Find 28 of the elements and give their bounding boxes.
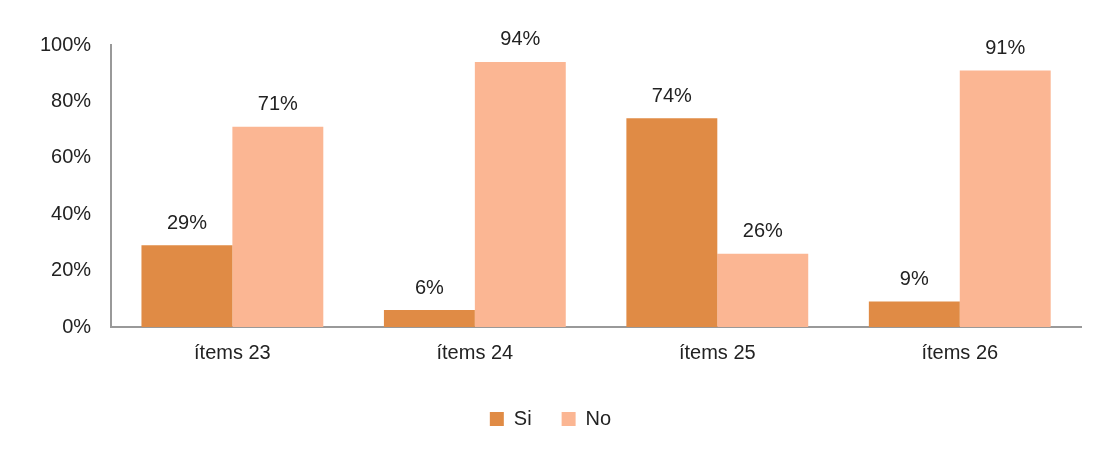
- y-tick-label: 60%: [51, 145, 92, 168]
- legend-label: Si: [513, 406, 532, 429]
- data-label: 9%: [899, 267, 929, 290]
- data-label: 71%: [257, 92, 299, 115]
- x-tick-label: ítems 25: [678, 340, 756, 363]
- bar: [141, 245, 233, 327]
- y-tick-label: 80%: [51, 88, 92, 111]
- x-tick-label: ítems 23: [194, 340, 271, 363]
- data-label: 91%: [985, 35, 1026, 58]
- bar: [868, 301, 960, 327]
- data-label: 74%: [651, 83, 693, 106]
- data-label: 6%: [414, 275, 445, 298]
- y-tick-label: 100%: [40, 32, 92, 55]
- bar: [383, 310, 475, 327]
- data-label: 29%: [166, 210, 208, 233]
- data-label: 94%: [500, 27, 541, 50]
- bar: [474, 61, 566, 327]
- data-label: 26%: [742, 219, 783, 242]
- x-tick-label: ítems 26: [921, 340, 999, 363]
- bar: [717, 253, 809, 327]
- y-tick-label: 20%: [51, 258, 92, 281]
- legend-label: No: [585, 406, 612, 429]
- bar: [232, 126, 324, 327]
- y-tick-label: 0%: [62, 314, 92, 337]
- x-tick-label: ítems 24: [436, 340, 514, 363]
- bar: [626, 118, 718, 327]
- y-tick-label: 40%: [51, 201, 92, 224]
- bar: [959, 70, 1051, 327]
